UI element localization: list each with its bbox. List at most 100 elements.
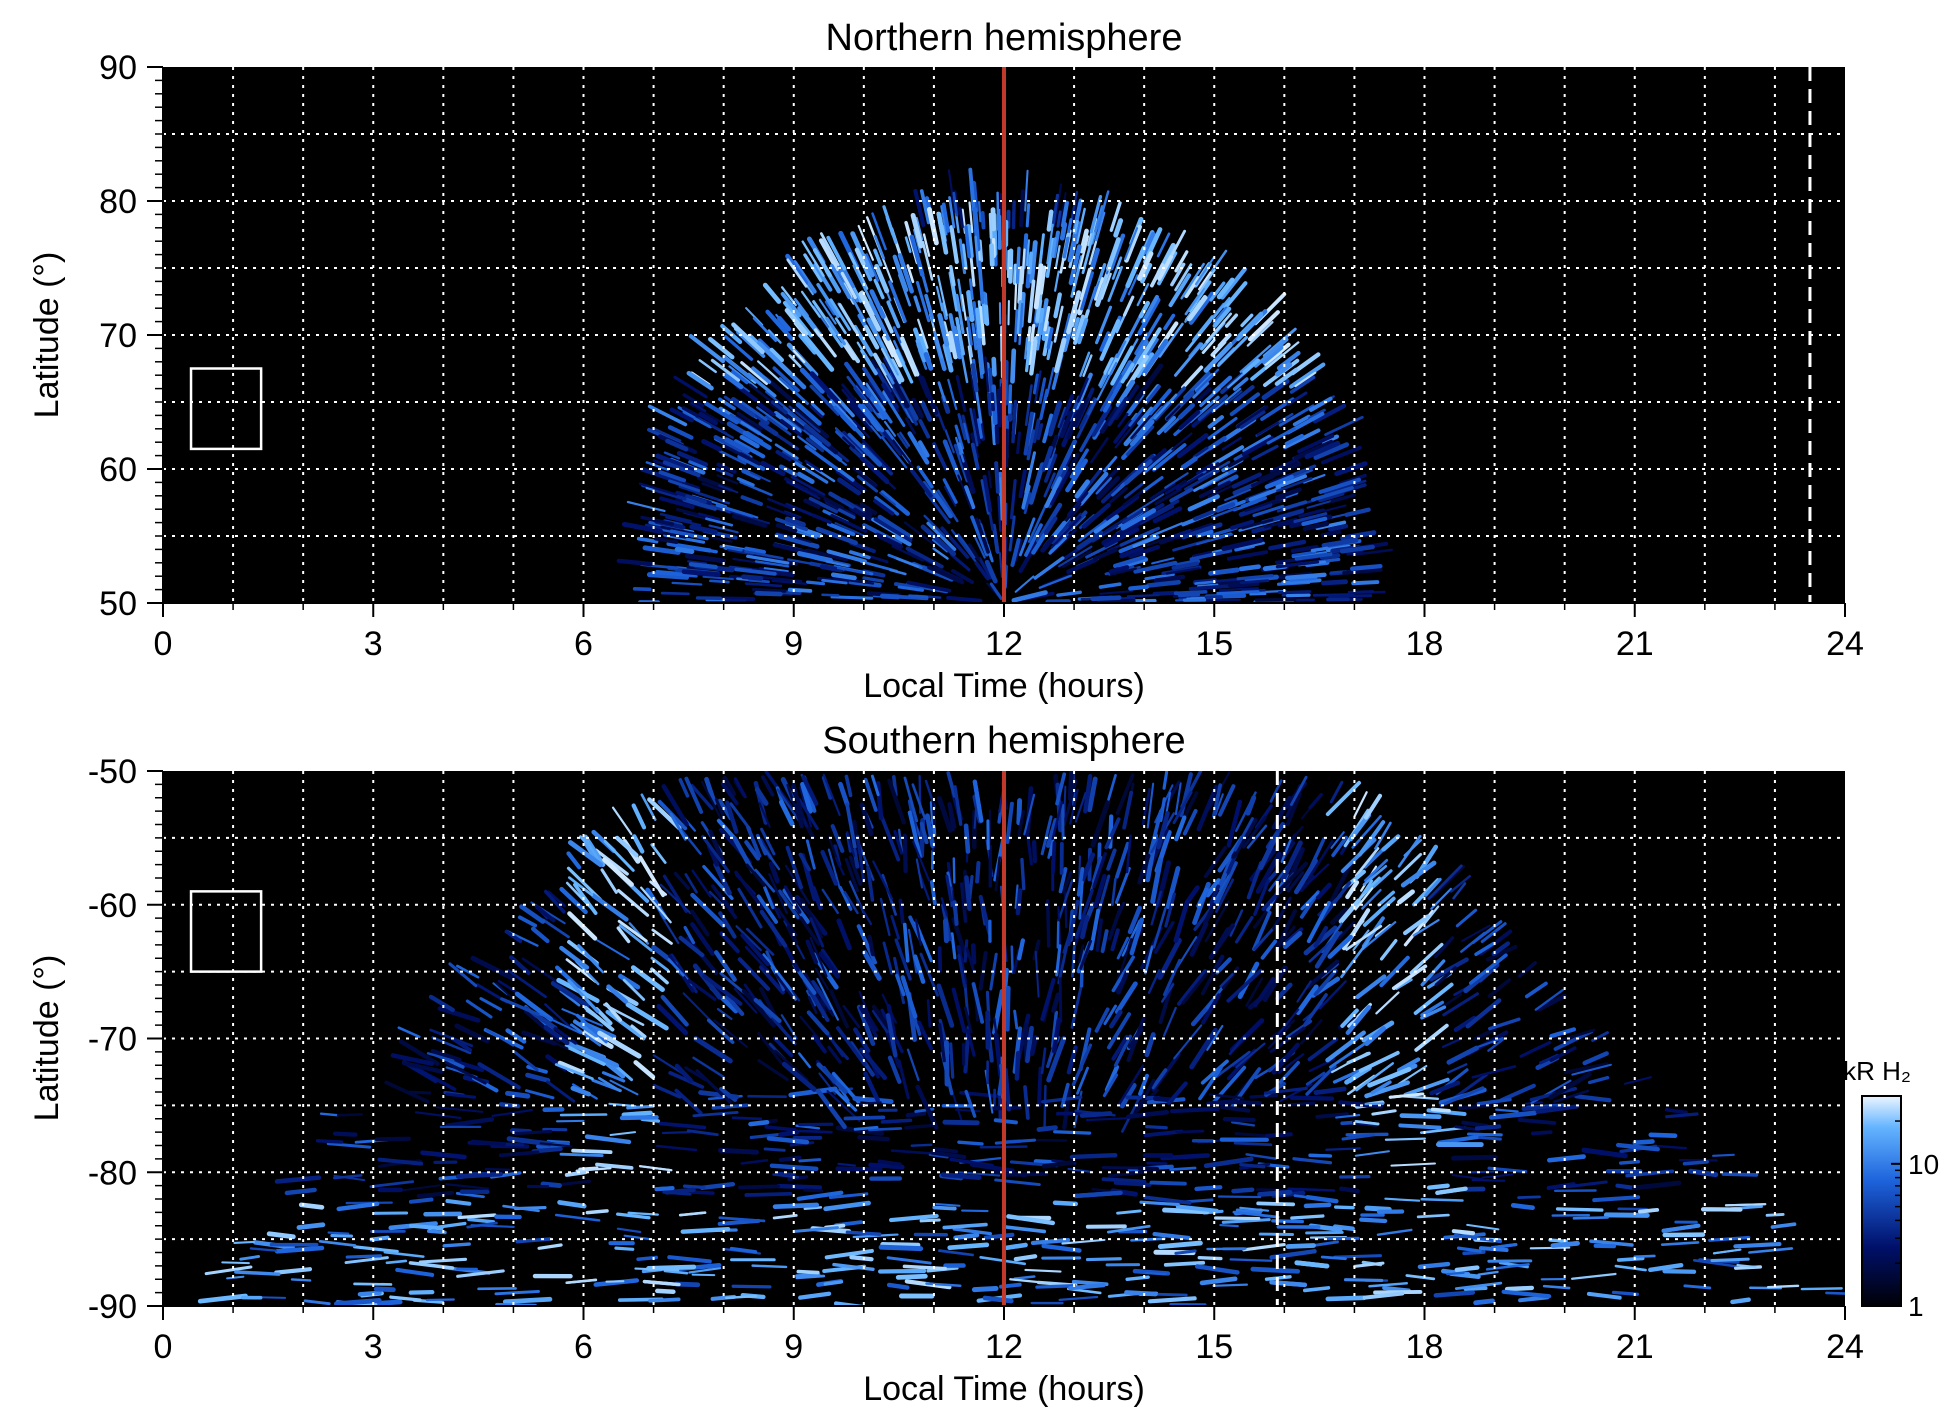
emission-streak bbox=[1107, 773, 1117, 801]
emission-streak bbox=[1555, 1207, 1604, 1212]
emission-streak bbox=[1107, 1170, 1146, 1178]
colorbar-ticks: 110 bbox=[1891, 1095, 1939, 1322]
emission-streak bbox=[691, 1273, 716, 1277]
emission-streak bbox=[1566, 1180, 1608, 1189]
emission-streak bbox=[1026, 429, 1036, 461]
emission-streak bbox=[1189, 549, 1233, 561]
emission-streak bbox=[523, 1009, 561, 1043]
emission-streak bbox=[1204, 900, 1230, 943]
emission-streak bbox=[918, 419, 931, 439]
emission-streak bbox=[957, 278, 965, 312]
emission-streak bbox=[601, 1071, 626, 1083]
emission-streak bbox=[803, 1188, 824, 1193]
emission-streak bbox=[968, 201, 974, 234]
emission-streak bbox=[1076, 377, 1089, 403]
emission-streak bbox=[1096, 361, 1118, 401]
emission-streak bbox=[896, 433, 909, 449]
emission-streak bbox=[1487, 1037, 1506, 1052]
emission-streak bbox=[539, 1142, 573, 1148]
emission-streak bbox=[1109, 1009, 1123, 1029]
emission-streak bbox=[950, 932, 957, 960]
emission-streak bbox=[852, 1233, 899, 1239]
emission-streak bbox=[1149, 482, 1176, 501]
emission-streak bbox=[833, 577, 875, 585]
emission-streak bbox=[284, 1187, 317, 1196]
emission-streak bbox=[1321, 537, 1359, 548]
emission-streak bbox=[1122, 487, 1148, 507]
emission-streak bbox=[1173, 899, 1190, 944]
emission-streak bbox=[737, 403, 756, 418]
emission-streak bbox=[1090, 247, 1100, 271]
emission-streak bbox=[849, 1255, 874, 1262]
emission-streak bbox=[647, 404, 688, 427]
emission-streak bbox=[1076, 1066, 1089, 1095]
emission-streak bbox=[660, 591, 690, 596]
y-tick-label: 70 bbox=[99, 317, 137, 355]
emission-streak bbox=[1200, 967, 1218, 996]
emission-streak bbox=[736, 330, 766, 358]
emission-streak bbox=[402, 1184, 441, 1192]
emission-streak bbox=[1476, 1097, 1512, 1106]
emission-streak bbox=[597, 1030, 642, 1059]
emission-streak bbox=[1144, 1271, 1167, 1276]
emission-streak bbox=[1355, 974, 1387, 1000]
emission-streak bbox=[1308, 793, 1323, 810]
emission-streak bbox=[974, 235, 980, 268]
emission-streak bbox=[1119, 546, 1144, 559]
emission-streak bbox=[1170, 528, 1192, 539]
emission-streak bbox=[966, 327, 974, 358]
emission-streak bbox=[746, 554, 790, 565]
emission-streak bbox=[1253, 926, 1275, 951]
colorbar: kR H₂ 110 bbox=[1843, 1056, 1939, 1322]
emission-streak bbox=[1325, 1295, 1367, 1302]
emission-streak bbox=[978, 557, 993, 580]
emission-streak bbox=[838, 303, 859, 335]
emission-streak bbox=[1150, 890, 1163, 926]
emission-streak bbox=[1147, 1296, 1197, 1304]
emission-streak bbox=[1712, 1248, 1742, 1255]
emission-streak bbox=[1471, 1065, 1517, 1079]
emission-streak bbox=[1055, 944, 1062, 977]
emission-streak bbox=[835, 427, 864, 455]
emission-streak bbox=[1324, 415, 1364, 437]
emission-streak bbox=[776, 788, 802, 824]
emission-streak bbox=[1286, 391, 1308, 406]
emission-streak bbox=[1170, 229, 1187, 256]
emission-streak bbox=[793, 297, 809, 317]
emission-streak bbox=[853, 1125, 879, 1131]
emission-streak bbox=[1274, 909, 1297, 952]
emission-streak bbox=[1198, 271, 1213, 291]
emission-streak bbox=[357, 1290, 382, 1297]
emission-streak bbox=[1214, 861, 1238, 906]
emission-streak bbox=[1339, 1186, 1360, 1194]
emission-streak bbox=[846, 398, 866, 421]
emission-streak bbox=[1024, 451, 1037, 494]
emission-streak bbox=[1174, 1249, 1197, 1255]
emission-streak bbox=[1361, 888, 1382, 910]
emission-streak bbox=[1065, 458, 1088, 493]
emission-streak bbox=[980, 479, 990, 515]
emission-streak bbox=[900, 342, 917, 377]
emission-streak bbox=[796, 1190, 844, 1201]
emission-streak bbox=[888, 401, 906, 427]
emission-streak bbox=[603, 839, 635, 872]
emission-streak bbox=[638, 1165, 673, 1172]
emission-streak bbox=[1192, 381, 1210, 399]
emission-streak bbox=[544, 1003, 571, 1028]
emission-streak bbox=[1099, 319, 1121, 361]
emission-streak bbox=[733, 439, 766, 459]
emission-streak bbox=[893, 830, 904, 855]
emission-streak bbox=[1011, 399, 1018, 444]
emission-streak bbox=[663, 533, 706, 544]
emission-streak bbox=[1125, 834, 1132, 874]
emission-streak bbox=[1215, 1050, 1251, 1078]
emission-streak bbox=[781, 590, 802, 595]
emission-streak bbox=[689, 524, 718, 535]
emission-streak bbox=[753, 997, 782, 1023]
emission-streak bbox=[730, 510, 770, 525]
emission-streak bbox=[840, 271, 857, 300]
x-tick-label: 9 bbox=[784, 625, 803, 663]
emission-streak bbox=[1222, 1116, 1256, 1123]
emission-streak bbox=[1011, 590, 1048, 603]
emission-streak bbox=[1081, 231, 1095, 275]
